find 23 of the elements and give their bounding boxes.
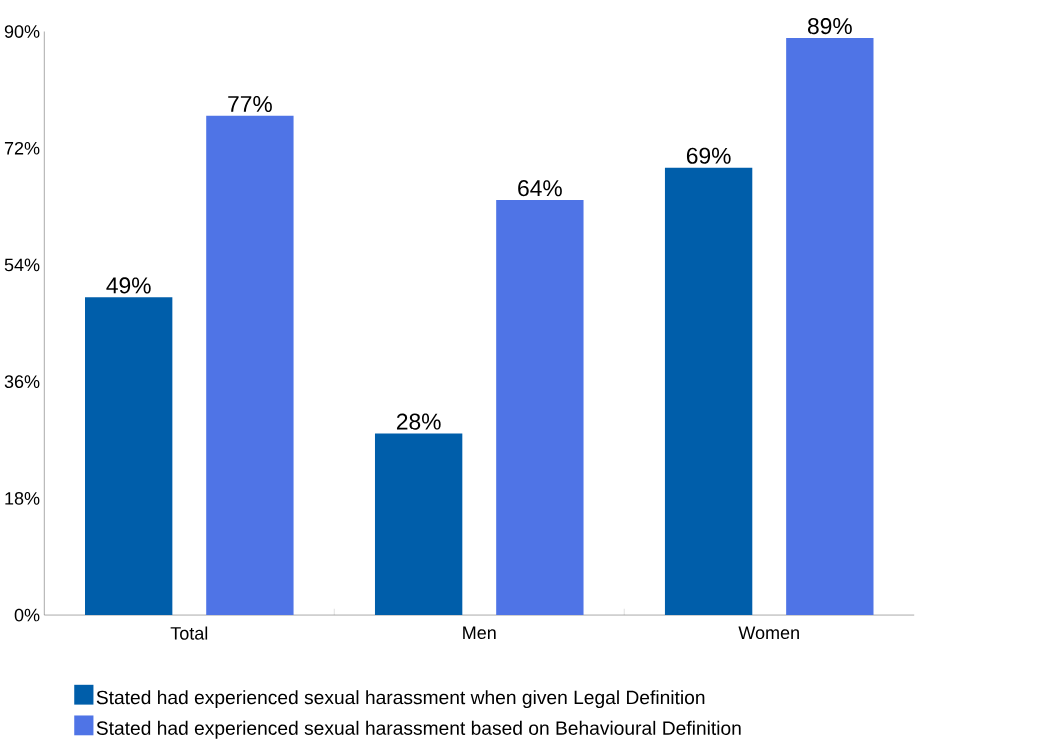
legend-label: Stated had experienced sexual harassment based on Behavioural Definition bbox=[96, 720, 741, 739]
y-tick-label: 72% bbox=[4, 141, 40, 155]
bar bbox=[374, 433, 463, 616]
x-tick-label: Women bbox=[738, 626, 799, 640]
bar bbox=[786, 37, 874, 616]
bar bbox=[206, 115, 294, 616]
y-tick-label: 36% bbox=[4, 375, 40, 388]
y-tick-label: 0% bbox=[14, 608, 40, 622]
bar bbox=[664, 167, 753, 616]
data-label: 64% bbox=[518, 180, 562, 197]
x-tick-label: Men bbox=[463, 626, 496, 640]
data-label: 69% bbox=[686, 147, 731, 164]
data-label: 89% bbox=[808, 17, 852, 35]
y-tick-label: 90% bbox=[4, 25, 40, 38]
data-label: 28% bbox=[396, 413, 441, 430]
data-label: 49% bbox=[106, 277, 151, 294]
y-tick-label: 54% bbox=[4, 258, 40, 272]
legend-label: Stated had experienced sexual harassment when given Legal Definition bbox=[96, 690, 705, 709]
data-label: 77% bbox=[228, 95, 272, 112]
bar bbox=[496, 200, 584, 616]
bar bbox=[85, 297, 173, 616]
x-tick-label: Total bbox=[170, 626, 208, 640]
y-tick-label: 18% bbox=[5, 491, 40, 505]
